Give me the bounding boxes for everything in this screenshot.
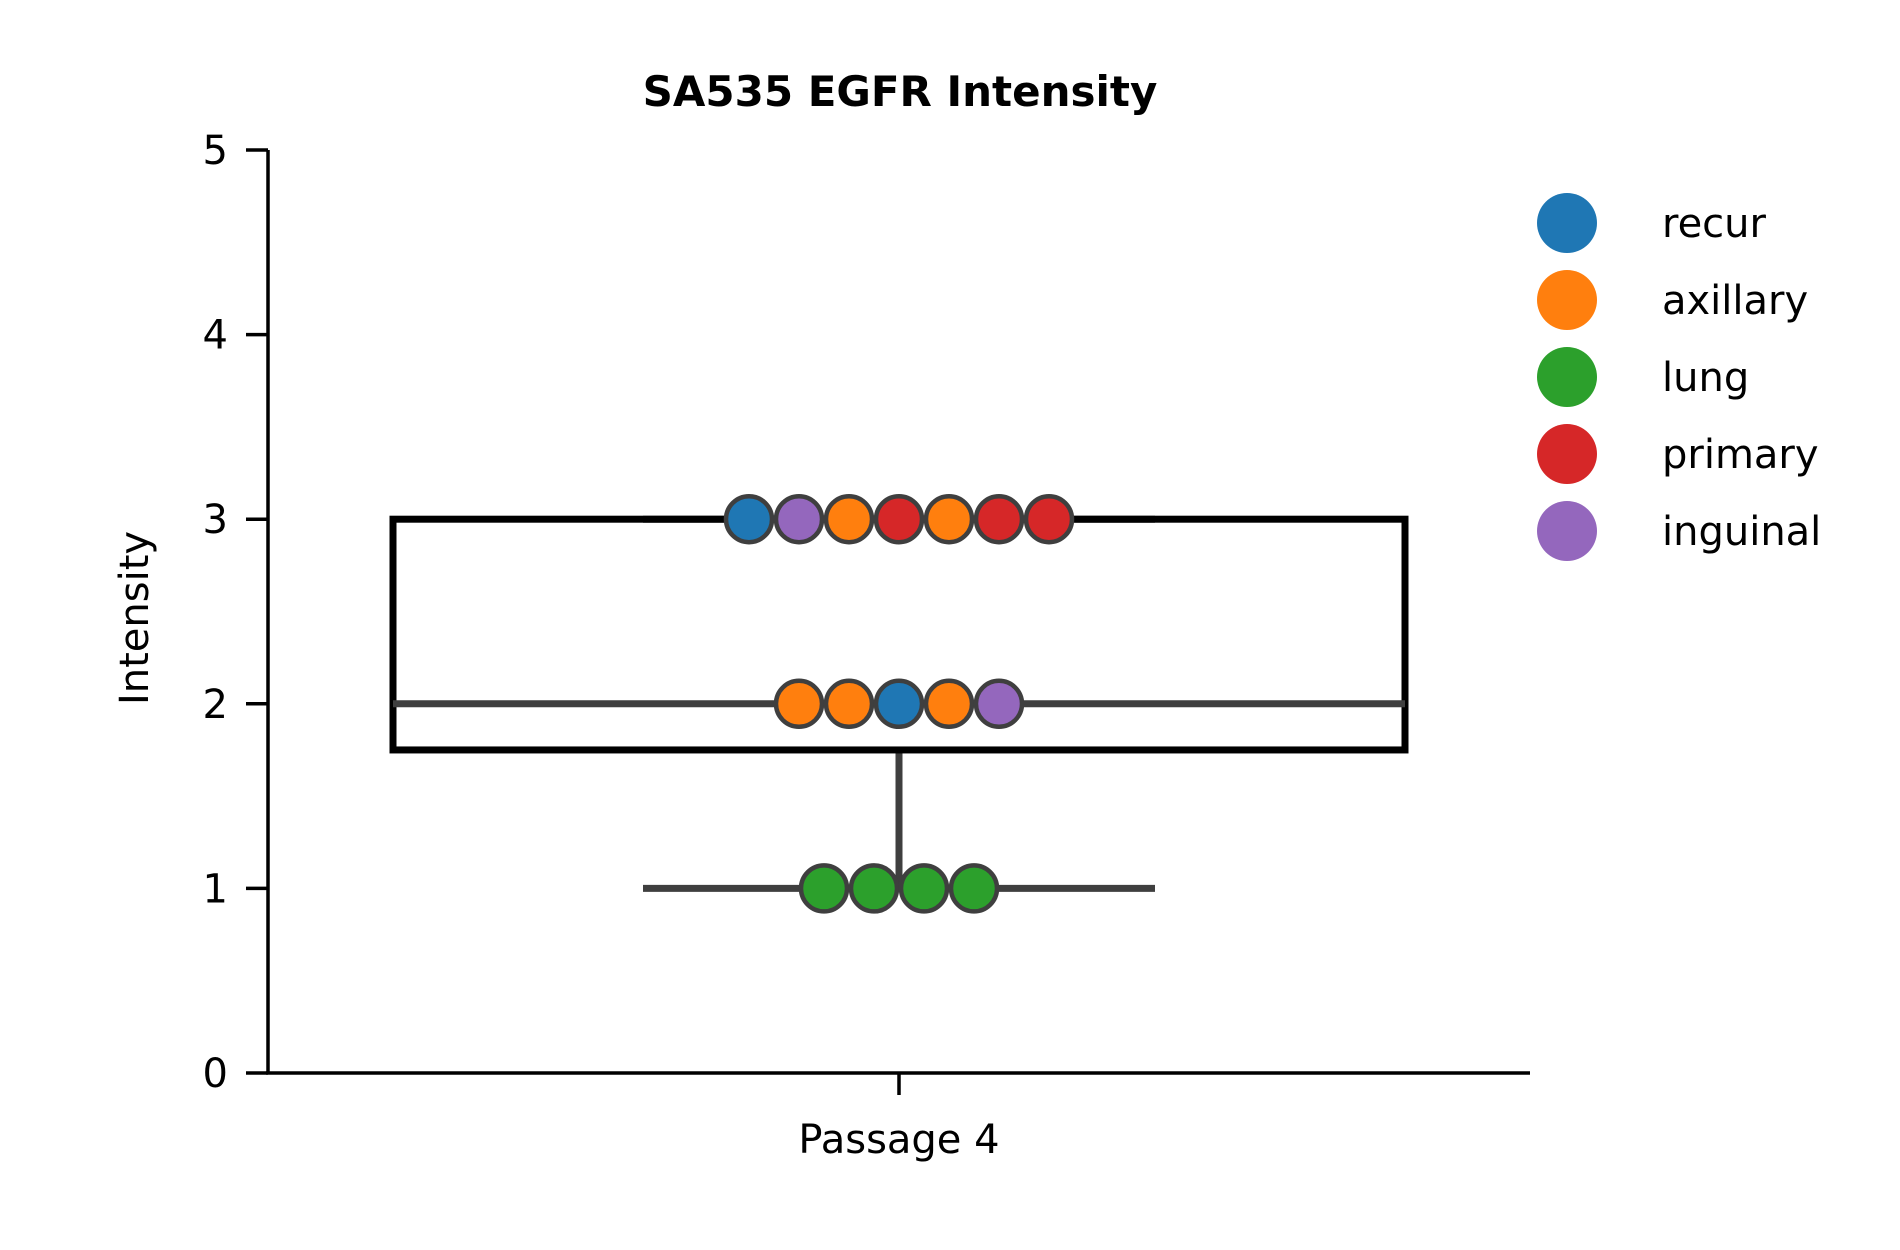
legend-label: axillary [1662, 278, 1808, 324]
data-point [973, 493, 1025, 545]
data-point [973, 678, 1025, 730]
legend-marker [1537, 193, 1597, 253]
y-tick-label: 3 [203, 497, 228, 543]
data-point [1023, 493, 1075, 545]
y-tick-label: 0 [203, 1051, 228, 1097]
legend-marker [1537, 501, 1597, 561]
legend-label: primary [1662, 432, 1819, 478]
data-point [923, 678, 975, 730]
legend-marker [1537, 424, 1597, 484]
data-point [948, 863, 1000, 914]
data-point [873, 493, 925, 545]
y-tick-label: 2 [203, 682, 228, 728]
y-tick-label: 5 [203, 128, 228, 174]
legend-label: lung [1662, 355, 1749, 401]
y-tick-label: 4 [203, 313, 228, 359]
data-point [723, 493, 775, 545]
legend-label: inguinal [1662, 509, 1821, 555]
legend: recur axillary lung primary inguinal [1537, 193, 1821, 561]
legend-marker [1537, 347, 1597, 407]
data-point [923, 493, 975, 545]
data-point [898, 863, 950, 914]
legend-label: recur [1662, 201, 1767, 247]
data-point [798, 863, 850, 914]
data-point [848, 863, 900, 914]
data-point [823, 493, 875, 545]
data-point [873, 678, 925, 730]
data-point [773, 493, 825, 545]
x-ticks: Passage 4 [798, 1073, 1000, 1163]
data-point [823, 678, 875, 730]
x-tick-label: Passage 4 [798, 1117, 999, 1163]
y-ticks: 0 1 2 3 4 5 [203, 128, 268, 1097]
y-tick-label: 1 [203, 866, 228, 912]
axes: 0 1 2 3 4 5 Passage 4 [203, 128, 1530, 1163]
data-point [773, 678, 825, 730]
plot-area [389, 493, 1409, 914]
chart-title: SA535 EGFR Intensity [643, 67, 1158, 116]
y-axis-label: Intensity [112, 531, 158, 705]
legend-marker [1537, 270, 1597, 330]
